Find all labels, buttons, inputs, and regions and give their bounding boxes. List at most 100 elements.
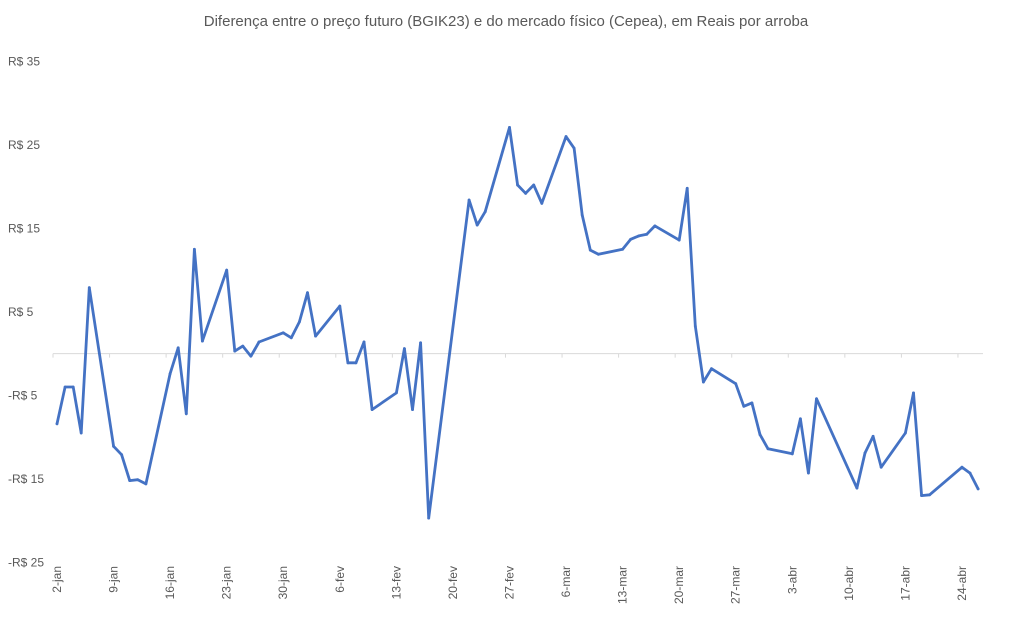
data-point: [467, 198, 471, 202]
data-point: [144, 482, 148, 486]
data-point: [960, 465, 964, 469]
data-point: [621, 247, 624, 251]
data-point: [920, 494, 923, 497]
data-point: [734, 382, 738, 386]
data-point: [815, 397, 818, 401]
data-point: [912, 391, 915, 395]
data-point: [346, 361, 350, 365]
data-point: [863, 451, 867, 455]
data-point: [540, 201, 544, 205]
data-point: [685, 186, 689, 190]
x-tick-label: 23-jan: [220, 566, 234, 599]
data-point: [572, 146, 576, 150]
x-tick-label: 3-abr: [785, 566, 799, 594]
data-point: [702, 380, 705, 384]
data-point: [233, 349, 237, 353]
data-point: [394, 391, 398, 395]
data-point: [136, 478, 140, 482]
data-point: [419, 341, 422, 345]
data-point: [354, 361, 358, 365]
data-point: [871, 434, 875, 438]
data-point: [750, 401, 754, 405]
data-point: [362, 340, 366, 344]
series-layer: [55, 125, 980, 520]
data-point: [766, 447, 770, 451]
data-point: [63, 385, 67, 389]
x-tick-label: 27-fev: [502, 566, 516, 599]
data-point: [742, 404, 746, 408]
data-point: [370, 408, 374, 411]
x-axis-labels: 2-jan 9-jan 16-jan 23-jan 30-jan 6-fev 13-fev 2…: [50, 566, 969, 604]
y-tick-label: R$ 5: [8, 305, 34, 319]
data-point: [71, 385, 75, 389]
x-tick-label: 10-abr: [842, 566, 856, 601]
data-point: [289, 336, 293, 340]
data-point: [192, 247, 196, 251]
x-axis: [52, 353, 983, 358]
y-tick-label: -R$ 15: [8, 472, 44, 486]
x-tick-label: 6-mar: [559, 566, 573, 597]
data-point: [128, 479, 132, 482]
x-tick-label: 13-mar: [616, 566, 630, 604]
data-point: [176, 346, 180, 350]
data-point: [629, 237, 633, 241]
x-tick-label: 27-mar: [729, 566, 743, 604]
series-line: [55, 126, 980, 520]
y-axis-labels: R$ 35 R$ 25 R$ 15 R$ 5 -R$ 5 -R$ 15 -R$ 25: [8, 54, 44, 569]
data-point: [403, 347, 406, 351]
x-tick-label: 2-jan: [50, 566, 64, 593]
data-point: [693, 324, 697, 328]
data-point: [976, 487, 980, 491]
y-tick-label: R$ 35: [8, 54, 40, 68]
data-point: [524, 191, 528, 195]
data-point: [637, 234, 641, 238]
data-point: [257, 340, 261, 344]
data-point: [855, 486, 859, 490]
y-tick-label: -R$ 25: [8, 555, 44, 569]
data-point: [710, 367, 713, 371]
data-point: [168, 372, 172, 376]
data-point: [427, 516, 431, 520]
x-tick-label: 13-fev: [389, 566, 403, 599]
data-point: [184, 412, 188, 416]
data-point: [201, 339, 204, 343]
x-tick-label: 20-mar: [672, 566, 686, 604]
chart-title: Diferença entre o preço futuro (BGIK23) …: [204, 13, 809, 30]
data-point: [596, 252, 600, 256]
x-tick-label: 24-abr: [955, 566, 969, 601]
data-point: [79, 431, 83, 435]
data-point: [677, 238, 681, 242]
x-tick-label: 6-fev: [333, 566, 347, 593]
data-point: [314, 334, 317, 338]
data-point: [645, 232, 649, 236]
data-point: [532, 183, 536, 187]
y-tick-label: R$ 15: [8, 221, 40, 235]
data-point: [879, 465, 883, 469]
data-point: [508, 125, 511, 129]
data-point: [588, 248, 592, 252]
data-point: [281, 331, 285, 335]
data-point: [87, 286, 91, 290]
x-tick-label: 9-jan: [107, 566, 121, 593]
data-point: [411, 408, 414, 411]
x-tick-label: 16-jan: [163, 566, 177, 599]
data-point: [249, 354, 253, 358]
y-tick-label: -R$ 5: [8, 388, 38, 402]
data-point: [306, 291, 309, 295]
y-tick-label: R$ 25: [8, 138, 40, 152]
data-point: [338, 304, 342, 308]
data-point: [225, 268, 229, 272]
data-point: [807, 471, 810, 475]
data-point: [120, 453, 124, 457]
data-point: [55, 422, 59, 426]
data-point: [790, 452, 794, 456]
data-point: [928, 493, 932, 497]
data-point: [968, 471, 972, 475]
data-point: [798, 417, 802, 421]
data-point: [904, 431, 907, 435]
data-point: [580, 213, 584, 217]
data-point: [241, 344, 245, 348]
data-point: [298, 320, 301, 324]
data-point: [475, 223, 479, 227]
